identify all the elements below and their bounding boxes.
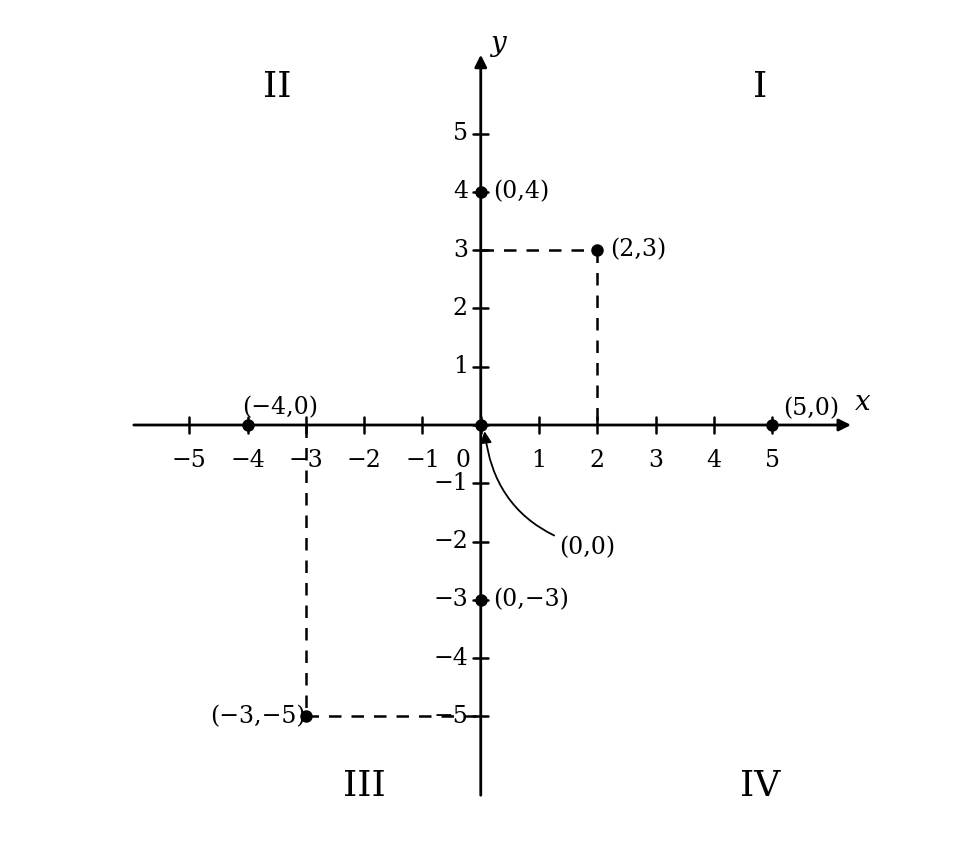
Text: (−3,−5): (−3,−5) bbox=[209, 705, 305, 728]
Text: 1: 1 bbox=[531, 450, 546, 473]
Text: 3: 3 bbox=[647, 450, 662, 473]
Text: −5: −5 bbox=[432, 705, 467, 728]
Text: −4: −4 bbox=[432, 647, 467, 670]
Text: (0,−3): (0,−3) bbox=[493, 588, 569, 611]
Text: −3: −3 bbox=[432, 588, 467, 611]
Text: y: y bbox=[490, 30, 506, 57]
Text: (−4,0): (−4,0) bbox=[242, 396, 318, 419]
Text: III: III bbox=[342, 769, 385, 803]
Text: 1: 1 bbox=[453, 355, 467, 378]
Text: −1: −1 bbox=[432, 472, 467, 495]
Text: 4: 4 bbox=[705, 450, 721, 473]
Text: (0,4): (0,4) bbox=[493, 180, 550, 203]
Text: I: I bbox=[753, 70, 767, 104]
Text: (5,0): (5,0) bbox=[781, 397, 838, 420]
Text: 3: 3 bbox=[453, 239, 467, 262]
Text: −2: −2 bbox=[432, 530, 467, 553]
Text: 5: 5 bbox=[453, 122, 467, 145]
Text: −1: −1 bbox=[405, 450, 439, 473]
Text: 0: 0 bbox=[455, 450, 469, 473]
Text: (2,3): (2,3) bbox=[609, 239, 666, 262]
Text: IV: IV bbox=[739, 769, 779, 803]
Text: x: x bbox=[854, 389, 869, 416]
Text: 2: 2 bbox=[589, 450, 604, 473]
Text: −2: −2 bbox=[346, 450, 381, 473]
Text: 4: 4 bbox=[453, 180, 467, 203]
Text: −5: −5 bbox=[172, 450, 206, 473]
Text: −4: −4 bbox=[230, 450, 265, 473]
Text: −3: −3 bbox=[289, 450, 323, 473]
Text: (0,0): (0,0) bbox=[481, 434, 615, 559]
Text: 2: 2 bbox=[453, 297, 467, 320]
Text: II: II bbox=[262, 70, 290, 104]
Text: 5: 5 bbox=[764, 450, 778, 473]
